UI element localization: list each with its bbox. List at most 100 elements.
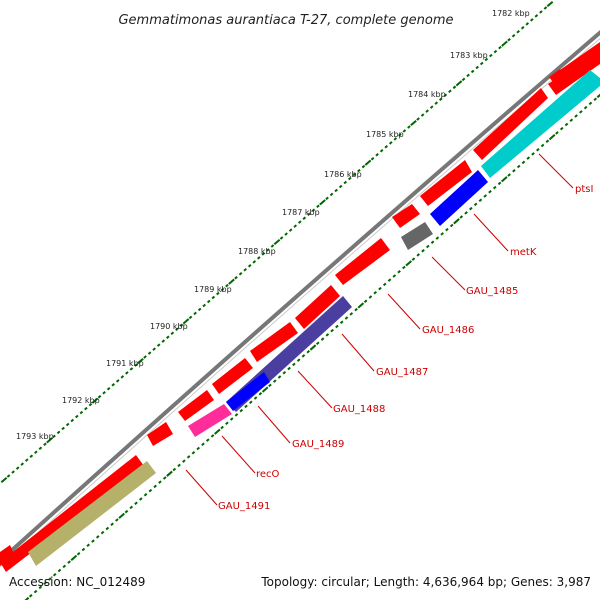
tick-mark [287,366,291,371]
tick-mark [28,594,33,598]
tick-mark [430,240,435,245]
tick-mark [368,295,373,299]
tick-mark [501,40,508,47]
tick-mark [387,278,392,282]
tick-mark [120,375,125,379]
gene-label-gau1487: GAU_1487 [376,367,428,378]
tick-mark [191,450,196,455]
tick-mark [292,362,296,367]
tick-mark [484,57,489,62]
tick-mark [293,224,297,228]
tick-mark [545,139,550,144]
tick-mark [216,291,220,296]
tick-mark [440,232,444,236]
gene-block [548,50,600,95]
tick-mark [531,152,535,156]
tick-mark [521,160,526,165]
tick-mark [516,164,521,169]
tick-mark [268,383,272,388]
tick-mark [129,367,134,371]
gene-gau1485-block [401,222,433,250]
tick-mark [357,302,365,309]
tick-mark [152,347,156,351]
gene-ptsi-block [481,70,600,178]
tick-mark [489,53,493,58]
tick-mark [252,260,257,264]
tick-mark [302,216,307,220]
tick-mark [421,248,425,253]
tick-mark [466,73,470,78]
tick-mark [593,97,598,101]
tick-mark [249,400,253,404]
tick-mark [225,421,229,425]
tick-mark [548,134,556,141]
tick-mark [52,434,56,439]
tick-mark [288,228,293,232]
tick-mark [88,402,93,407]
gene-labels: ptsI metK GAU_1485 GAU_1486 GAU_1487 GAU… [218,184,593,512]
tick-mark [407,125,411,129]
tick-mark [175,327,179,332]
tick-mark [258,392,263,396]
gene-block [335,238,390,285]
tick-mark [238,271,243,276]
tick-mark [257,256,261,260]
tick-mark [100,530,105,535]
tick-mark [134,363,138,367]
gene-gau1491-block [28,461,156,566]
tick-mark [497,181,502,186]
tick-mark [76,551,81,556]
tick-mark [234,275,238,280]
tick-mark [393,137,398,141]
callout-line [387,293,421,330]
tick-mark [536,147,540,152]
tick-mark [416,117,420,121]
gene-gau1489-block [226,372,270,411]
tick-mark [388,141,393,145]
tick-mark [525,22,530,26]
tick-mark [354,307,358,312]
tick-mark [319,199,326,206]
tick-mark [202,303,206,308]
tick-mark [253,396,258,400]
tick-mark [469,206,473,211]
tick-mark [84,406,88,411]
outer-tick-marks [0,0,554,484]
tick-mark [15,466,20,470]
tick-mark [344,316,349,320]
tick-mark [405,260,412,267]
tick-mark [555,131,559,135]
tick-mark [115,379,120,383]
tick-mark [507,173,511,177]
tick-mark [0,476,8,484]
tick-mark [229,417,234,421]
tick-mark [214,428,221,435]
kbp-label: 1791 kbp [106,359,144,368]
tick-mark [516,30,520,34]
tick-mark [448,89,452,94]
tick-mark [546,0,554,8]
tick-mark [363,299,368,303]
kbp-label: 1787 kbp [282,208,320,217]
tick-mark [143,355,147,359]
gene-callouts [185,153,574,506]
gene-block [473,88,548,160]
map-title: Gemmatimonas aurantiaca T-27, complete g… [118,13,453,28]
inner-tick-marks [24,93,600,600]
tick-mark [435,236,440,240]
tick-mark [311,208,316,213]
tick-mark [81,547,86,552]
tick-mark [498,45,502,50]
callout-line [297,370,333,409]
tick-mark [410,119,417,127]
tick-mark [272,379,277,383]
tick-mark [147,351,152,355]
tick-mark [102,390,106,395]
tick-mark [273,238,281,246]
tick-mark [325,196,329,201]
tick-mark [397,270,401,274]
tick-mark [426,244,430,249]
kbp-label: 1793 kbp [16,432,54,441]
tick-mark [277,375,282,379]
tick-mark [297,220,302,224]
